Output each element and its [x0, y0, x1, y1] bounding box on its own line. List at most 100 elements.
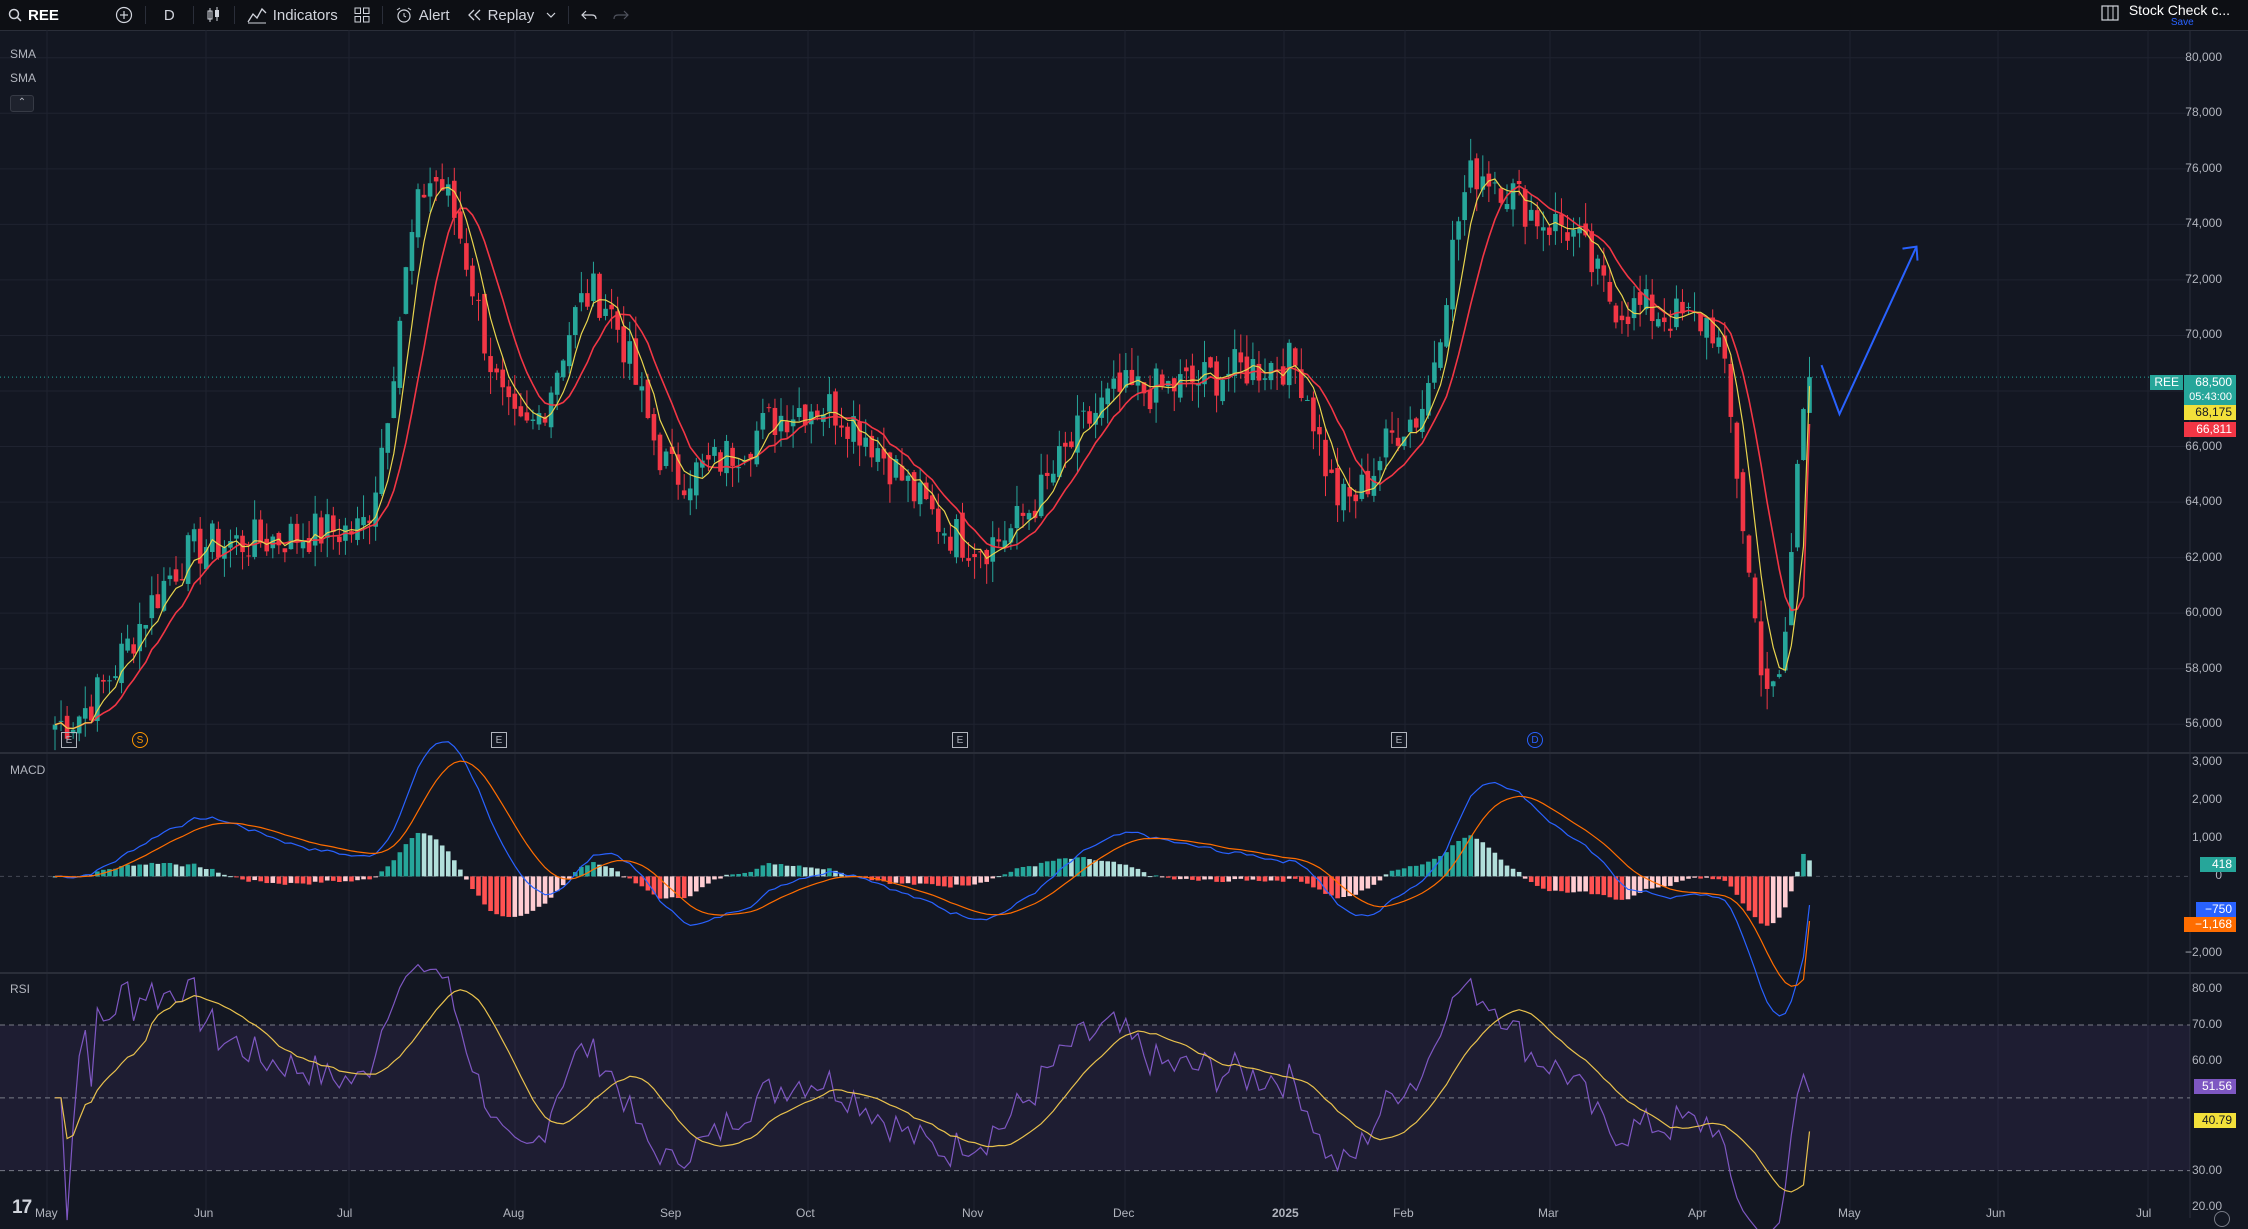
earnings-marker[interactable]: E — [952, 732, 968, 748]
macd-histogram-bar — [615, 871, 620, 877]
candle-body — [1504, 203, 1510, 210]
time-tick-label: Sep — [660, 1206, 682, 1220]
sma-legend-1[interactable]: SMA — [10, 47, 37, 61]
candle-body — [1710, 317, 1715, 344]
signal-line-badge: −1,168 — [2184, 917, 2236, 932]
macd-histogram-bar — [827, 868, 832, 877]
macd-histogram-bar — [1069, 858, 1074, 877]
macd-histogram-bar — [1420, 864, 1425, 877]
macd-histogram-bar — [1050, 860, 1056, 877]
time-tick-label: Feb — [1393, 1206, 1414, 1220]
candle-body — [579, 293, 584, 303]
undo-button[interactable] — [573, 0, 605, 30]
indicators-button[interactable]: Indicators — [239, 0, 346, 30]
macd-histogram-bar — [1686, 876, 1691, 879]
collapse-legend-button[interactable]: ⌃ — [10, 95, 34, 112]
macd-histogram-bar — [1256, 876, 1262, 881]
candle-body — [621, 326, 626, 363]
macd-histogram-bar — [1789, 876, 1794, 892]
macd-histogram-bar — [724, 874, 729, 877]
macd-histogram-bar — [1583, 876, 1588, 892]
macd-histogram-bar — [1413, 865, 1419, 877]
candle-body — [1492, 182, 1498, 184]
templates-button[interactable] — [346, 0, 378, 30]
candle-body — [1008, 528, 1014, 543]
candle-body — [58, 720, 64, 722]
earnings-marker[interactable]: E — [61, 732, 77, 748]
time-tick-label: Jun — [194, 1206, 214, 1220]
earnings-marker[interactable]: E — [1391, 732, 1407, 748]
split-marker[interactable]: S — [132, 732, 148, 748]
rsi-legend[interactable]: RSI — [10, 982, 31, 996]
layout-name-button[interactable]: Stock Check c... Save — [2129, 3, 2230, 28]
macd-histogram-bar — [657, 876, 663, 899]
macd-histogram-bar — [579, 866, 584, 877]
candle-body — [585, 293, 590, 307]
interval-button[interactable]: D — [150, 0, 189, 30]
macd-histogram-bar — [1498, 859, 1504, 877]
candle-body — [379, 447, 384, 494]
grid-icon — [354, 7, 370, 23]
chart-type-button[interactable] — [198, 0, 230, 30]
symbol-search-button[interactable]: REE — [0, 0, 67, 30]
candle-body — [772, 407, 778, 436]
chevron-down-icon[interactable] — [546, 11, 556, 19]
sma-legend-2[interactable]: SMA — [10, 71, 37, 85]
tradingview-logo[interactable]: 17 — [12, 1197, 32, 1218]
macd-histogram-bar — [730, 874, 735, 877]
candle-body — [210, 523, 215, 553]
macd-histogram-bar — [155, 863, 161, 877]
candle-body — [385, 423, 391, 453]
candle-body — [718, 452, 723, 472]
candle-body — [573, 307, 578, 335]
candle-body — [651, 414, 657, 441]
candle-body — [1522, 189, 1528, 227]
candle-body — [1752, 577, 1758, 619]
macd-histogram-bar — [990, 876, 996, 879]
macd-histogram-bar — [1462, 837, 1467, 877]
chart-canvas[interactable] — [0, 30, 2248, 1229]
macd-histogram-bar — [1770, 876, 1776, 924]
macd-histogram-bar — [978, 876, 983, 883]
candle-body — [960, 512, 965, 558]
candle-body — [815, 410, 820, 417]
save-status[interactable]: Save — [2170, 16, 2194, 28]
macd-histogram-bar — [270, 876, 276, 883]
macd-histogram-bar — [1075, 857, 1080, 877]
time-tick-label: May — [1838, 1206, 1861, 1220]
macd-histogram-bar — [839, 872, 844, 877]
candle-body — [1232, 349, 1238, 376]
macd-histogram-bar — [137, 864, 142, 877]
settings-icon[interactable] — [2214, 1211, 2230, 1227]
macd-legend[interactable]: MACD — [10, 763, 46, 777]
dividend-marker[interactable]: D — [1527, 732, 1543, 748]
macd-histogram-bar — [1044, 861, 1050, 877]
rsi-ma-badge: 40.79 — [2194, 1113, 2236, 1128]
candle-body — [1668, 328, 1673, 331]
candle-body — [1655, 319, 1661, 327]
chart-area[interactable]: SMA SMA ⌃ MACD RSI 80,000 78,000 76,000 74,… — [0, 30, 2248, 1229]
macd-histogram-bar — [1722, 876, 1728, 881]
macd-histogram-bar — [1595, 876, 1601, 895]
macd-histogram-bar — [1202, 876, 1207, 880]
candle-body — [1262, 378, 1268, 380]
macd-histogram-bar — [1795, 871, 1800, 877]
compare-button[interactable] — [107, 0, 141, 30]
macd-histogram-bar — [633, 876, 639, 884]
candle-body — [1613, 305, 1619, 323]
macd-histogram-bar — [1438, 856, 1443, 877]
macd-histogram-bar — [95, 871, 100, 877]
earnings-marker[interactable]: E — [491, 732, 507, 748]
candle-body — [1486, 173, 1492, 187]
candle-body — [222, 547, 227, 559]
macd-histogram-bar — [585, 865, 590, 877]
replay-button[interactable]: Replay — [458, 0, 565, 30]
alert-button[interactable]: Alert — [387, 0, 458, 30]
macd-histogram-bar — [1335, 876, 1340, 899]
candle-body — [863, 437, 868, 447]
macd-histogram-bar — [1480, 842, 1486, 877]
redo-button[interactable] — [605, 0, 637, 30]
candle-body — [1329, 469, 1334, 473]
macd-histogram-bar — [349, 876, 354, 882]
layout-icon[interactable] — [2101, 4, 2119, 26]
